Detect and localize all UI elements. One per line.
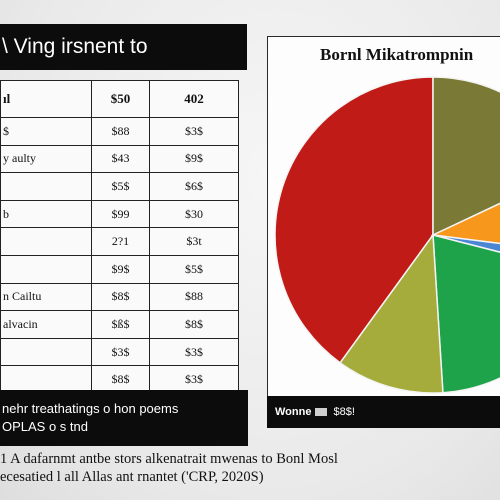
note-line-2: OPLAS o s tnd <box>2 419 88 434</box>
table-cell: b <box>0 199 92 229</box>
table-row: $5$ $6$ <box>0 172 239 201</box>
left-title: \ Ving irsnent to <box>2 35 148 58</box>
table-cell <box>0 337 92 367</box>
table-cell: $ß$ <box>91 310 150 339</box>
table-cell: $30 <box>149 199 239 229</box>
table-cell: $6$ <box>149 172 239 201</box>
table-cell: $8$ <box>91 282 150 312</box>
table-cell: $5$ <box>149 254 239 284</box>
table-row: n Cailtu $8$ $88 <box>0 282 239 312</box>
table-header-row: ıl $50 402 <box>0 80 239 118</box>
table-cell: 2?1 <box>91 227 150 256</box>
table-cell: $8$ <box>91 365 150 394</box>
table-row: $9$ $5$ <box>0 254 239 284</box>
table-cell: $3$ <box>91 337 150 367</box>
table-cell: $9$ <box>91 254 150 284</box>
table-cell: $43 <box>91 144 150 174</box>
chart-title: Bornl Mikatrompnin <box>320 45 474 64</box>
table-cell: $88 <box>149 282 239 312</box>
table-row: $8$ $3$ <box>0 365 239 394</box>
table-row: alvacin $ß$ $8$ <box>0 310 239 339</box>
table-cell: $9$ <box>149 144 239 174</box>
pie-slice <box>339 232 444 394</box>
table-cell: $3$ <box>149 337 239 367</box>
table-cell: $3t <box>149 227 239 256</box>
table-header-cell: 402 <box>149 80 239 118</box>
legend-box: Wonne $8$! <box>267 396 500 428</box>
pie-slice <box>430 202 500 245</box>
table-row: $3$ $3$ <box>0 337 239 367</box>
table-cell: $3$ <box>149 365 239 394</box>
table-cell: y aulty <box>0 144 92 174</box>
table-cell <box>0 365 92 394</box>
table-cell: n Cailtu <box>0 282 92 312</box>
pie-slice <box>432 234 500 253</box>
left-title-banner: \ Ving irsnent to <box>0 24 247 70</box>
table-row: $ $88 $3$ <box>0 117 239 146</box>
table-cell: alvacin <box>0 310 92 339</box>
pie-chart <box>274 76 500 394</box>
note-line-1: nehr treathatings o hon poems <box>2 401 179 416</box>
table-cell: $3$ <box>149 117 239 146</box>
table-cell: $ <box>0 117 92 146</box>
table-cell: $88 <box>91 117 150 146</box>
legend-value: $8$! <box>333 406 355 418</box>
note-box: nehr treathatings o hon poems OPLAS o s … <box>0 390 248 446</box>
table-cell <box>0 227 92 256</box>
table-header-cell: $50 <box>91 80 150 118</box>
caption-line-1: 1 A dafarnmt antbe stors alkenatrait mwe… <box>0 451 338 467</box>
pie-slice <box>432 234 500 394</box>
table-row: y aulty $43 $9$ <box>0 144 239 174</box>
pie-slice <box>274 76 434 364</box>
table-cell: $99 <box>91 199 150 229</box>
table-cell: $8$ <box>149 310 239 339</box>
pie-slice <box>432 76 500 237</box>
caption: 1 A dafarnmt antbe stors alkenatrait mwe… <box>0 450 500 486</box>
caption-line-2: ecesatied l all Allas ant rnantet ('CRP,… <box>0 469 264 485</box>
data-table: ıl $50 402 $ $88 $3$ y aulty $43 $9$ $5$ $6$ b $99 $3… <box>0 80 239 394</box>
legend-key: Wonne <box>275 406 312 418</box>
legend-swatch <box>315 408 328 416</box>
table-cell <box>0 172 92 201</box>
table-cell <box>0 254 92 284</box>
pie-chart-card: Bornl Mikatrompnin <box>267 36 500 426</box>
table-header-cell: ıl <box>0 80 92 118</box>
table-cell: $5$ <box>91 172 150 201</box>
table-row: b $99 $30 <box>0 199 239 229</box>
table-row: 2?1 $3t <box>0 227 239 256</box>
